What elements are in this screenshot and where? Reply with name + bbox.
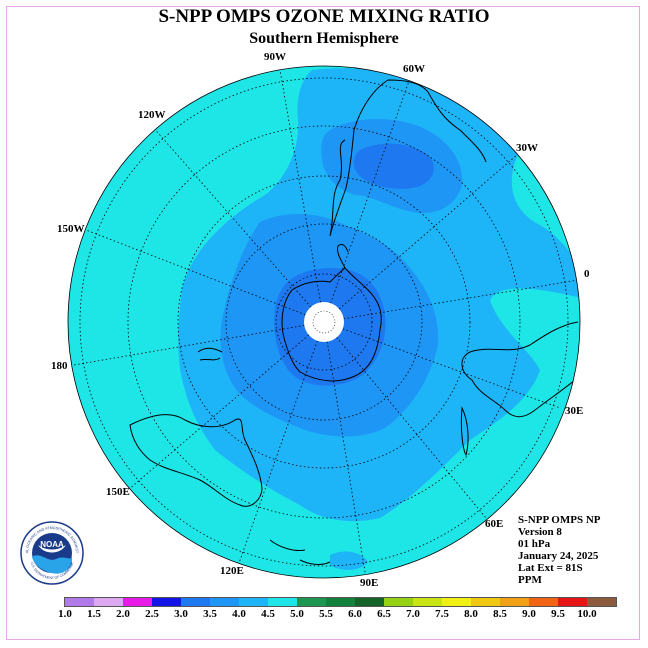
lon-label-30e: 30E: [565, 405, 584, 417]
colorbar-segment: [268, 598, 297, 606]
latitude-circles: [79, 77, 569, 567]
africa-coast: [461, 321, 579, 418]
colorbar-segment: [355, 598, 384, 606]
lon-label-120w: 120W: [138, 109, 166, 121]
colorbar-segment: [210, 598, 239, 606]
ozone-field: [68, 66, 580, 578]
map-subtitle: Southern Hemisphere: [249, 30, 399, 47]
colorbar-segment: [529, 598, 558, 606]
colorbar-segment: [181, 598, 210, 606]
band-4-0-to-4-5-south-patch: [330, 551, 368, 570]
australia-coast: [129, 414, 263, 507]
colorbar-tick-label: 7.5: [435, 608, 449, 620]
colorbar-segment: [384, 598, 413, 606]
lon-label-60e: 60E: [485, 518, 504, 530]
colorbar: [64, 597, 617, 607]
colorbar-tick-label: 10.0: [577, 608, 597, 620]
indonesia-coast: [269, 539, 331, 565]
colorbar-tick-label: 5.0: [290, 608, 304, 620]
meridians: [68, 69, 579, 578]
colorbar-segment: [65, 598, 94, 606]
lon-label-90w: 90W: [264, 51, 286, 63]
info-units: PPM: [518, 574, 542, 586]
colorbar-tick-label: 9.5: [551, 608, 565, 620]
logo-text: NOAA: [40, 540, 64, 549]
lon-label-0: 0: [584, 268, 590, 280]
colorbar-tick-label: 1.5: [87, 608, 101, 620]
colorbar-tick-label: 6.5: [377, 608, 391, 620]
colorbar-tick-label: 7.0: [406, 608, 420, 620]
colorbar-segment: [94, 598, 123, 606]
colorbar-tick-label: 4.5: [261, 608, 275, 620]
lon-label-120e: 120E: [220, 565, 244, 577]
info-date: January 24, 2025: [518, 550, 599, 562]
info-lat-extent: Lat Ext = 81S: [518, 562, 583, 574]
colorbar-tick-label: 4.0: [232, 608, 246, 620]
colorbar-segment: [239, 598, 268, 606]
colorbar-segment: [152, 598, 181, 606]
band-3-0-to-3-5-north: [353, 143, 434, 189]
colorbar-tick-label: 2.5: [145, 608, 159, 620]
plot-frame: [6, 6, 640, 640]
map-boundary: [67, 65, 581, 579]
lon-label-60w: 60W: [403, 63, 425, 75]
info-product: S-NPP OMPS NP: [518, 514, 601, 526]
lon-label-30w: 30W: [516, 142, 538, 154]
new-zealand-coast: [197, 347, 223, 361]
colorbar-tick-label: 2.0: [116, 608, 130, 620]
colorbar-tick-label: 9.0: [522, 608, 536, 620]
colorbar-segment: [297, 598, 326, 606]
colorbar-segment: [558, 598, 587, 606]
noaa-logo: NOAA NATIONAL OCEANIC AND ATMOSPHERIC AD…: [20, 521, 84, 585]
colorbar-segment: [123, 598, 152, 606]
info-pressure: 01 hPa: [518, 538, 551, 550]
madagascar-coast: [460, 406, 469, 457]
colorbar-tick-label: 6.0: [348, 608, 362, 620]
colorbar-segment: [471, 598, 500, 606]
south-america-coast: [329, 79, 487, 237]
lon-label-150w: 150W: [57, 223, 85, 235]
product-info: S-NPP OMPS NP Version 8 01 hPa January 2…: [518, 514, 601, 586]
lon-label-150e: 150E: [106, 486, 130, 498]
pole-no-data: [304, 302, 344, 342]
colorbar-tick-label: 1.0: [58, 608, 72, 620]
colorbar-tick-label: 8.5: [493, 608, 507, 620]
colorbar-tick-label: 3.0: [174, 608, 188, 620]
colorbar-tick-label: 5.5: [319, 608, 333, 620]
map-title: S-NPP OMPS OZONE MIXING RATIO: [158, 6, 490, 27]
colorbar-tick-label: 3.5: [203, 608, 217, 620]
antarctic-peninsula: [337, 243, 349, 269]
colorbar-segment: [413, 598, 442, 606]
colorbar-segment: [587, 598, 616, 606]
pole-circle: [312, 310, 336, 334]
lon-label-90e: 90E: [360, 577, 379, 589]
info-version: Version 8: [518, 526, 562, 538]
colorbar-tick-label: 8.0: [464, 608, 478, 620]
colorbar-segment: [326, 598, 355, 606]
antarctica-coast: [281, 267, 382, 382]
coastlines: [129, 79, 579, 565]
lon-label-180: 180: [51, 360, 68, 372]
colorbar-segment: [442, 598, 471, 606]
colorbar-segment: [500, 598, 529, 606]
